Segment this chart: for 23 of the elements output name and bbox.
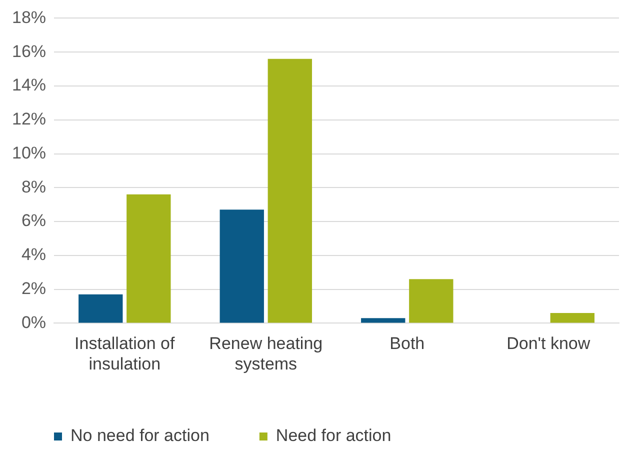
x-tick-label: Both: [390, 334, 425, 354]
y-tick-label: 12%: [12, 110, 46, 129]
y-tick-label: 18%: [12, 8, 46, 27]
y-tick-label: 14%: [12, 76, 46, 95]
bar: [361, 318, 406, 323]
x-tick-label: Renew heating systems: [209, 334, 323, 374]
bar: [220, 210, 264, 323]
bar: [550, 313, 594, 323]
x-tick-label: Installation of insulation: [74, 334, 176, 374]
y-tick-label: 10%: [12, 143, 46, 162]
y-tick-label: 6%: [21, 211, 46, 230]
bar: [78, 294, 123, 323]
y-tick-label: 8%: [21, 177, 46, 196]
y-tick-label: 0%: [21, 312, 46, 332]
y-tick-label: 16%: [12, 42, 46, 61]
bar: [126, 194, 171, 323]
bar: [268, 58, 312, 323]
y-tick-label: 4%: [21, 245, 46, 264]
legend-label: Need for action: [276, 426, 392, 446]
y-tick-label: 2%: [21, 279, 46, 298]
bar: [409, 279, 454, 323]
legend-label: No need for action: [70, 426, 210, 446]
x-tick-label: Don't know: [506, 334, 591, 354]
